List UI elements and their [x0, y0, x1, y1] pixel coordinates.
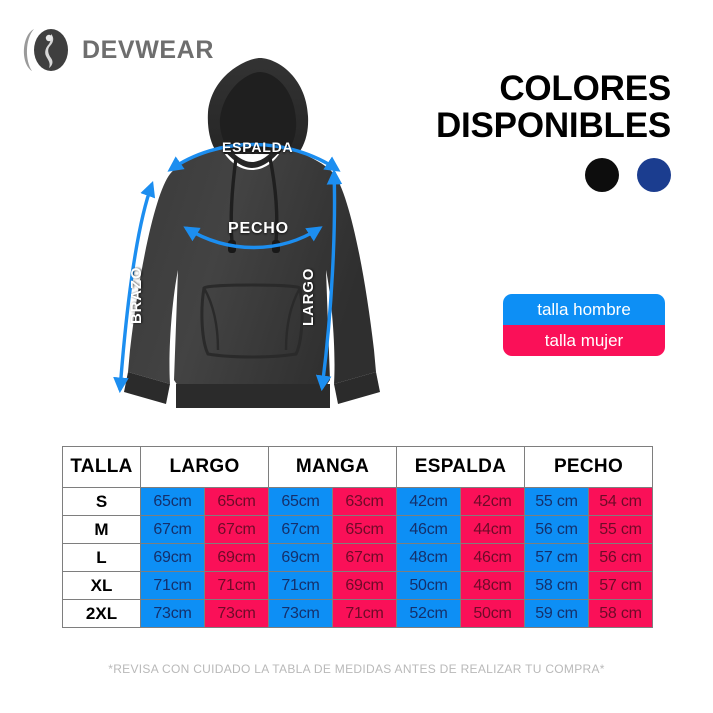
cell-espalda-women: 50cm [460, 599, 525, 628]
cell-espalda-men: 46cm [396, 515, 461, 544]
color-swatch-negro[interactable] [585, 158, 619, 193]
cell-pecho-men: 55 cm [524, 487, 589, 516]
devwear-emblem-icon [18, 25, 76, 75]
brand-name: DEVWEAR [82, 35, 214, 64]
available-colors-panel: COLORES DISPONIBLES [381, 69, 671, 193]
table-row: XL 71cm 71cm 71cm 69cm 50cm 48cm 58 cm 57 cm [62, 571, 653, 600]
cell-largo-women: 69cm [204, 543, 269, 572]
cell-manga-women: 67cm [332, 543, 397, 572]
cell-manga-men: 67cm [268, 515, 333, 544]
cell-pecho-women: 54 cm [588, 487, 653, 516]
color-swatch-list [381, 158, 671, 193]
cell-pecho-men: 59 cm [524, 599, 589, 628]
purchase-warning-note: *REVISA CON CUIDADO LA TABLA DE MEDIDAS … [108, 662, 605, 676]
cell-espalda-women: 42cm [460, 487, 525, 516]
cell-manga-women: 71cm [332, 599, 397, 628]
cell-size-s: S [62, 487, 141, 516]
table-header-row: TALLA LARGO MANGA ESPALDA PECHO [62, 446, 653, 488]
brand-logo: DEVWEAR [18, 24, 218, 76]
cell-pecho-women: 57 cm [588, 571, 653, 600]
cell-manga-women: 63cm [332, 487, 397, 516]
cell-largo-men: 73cm [140, 599, 205, 628]
color-swatch-azul-marino[interactable] [637, 158, 671, 193]
cell-pecho-women: 55 cm [588, 515, 653, 544]
cell-espalda-women: 44cm [460, 515, 525, 544]
cell-manga-men: 69cm [268, 543, 333, 572]
table-row: M 67cm 67cm 67cm 65cm 46cm 44cm 56 cm 55 cm [62, 515, 653, 544]
cell-pecho-men: 58 cm [524, 571, 589, 600]
size-legend: talla hombre talla mujer [503, 294, 665, 356]
cell-largo-women: 67cm [204, 515, 269, 544]
cell-espalda-women: 48cm [460, 571, 525, 600]
hoodie-illustration [108, 50, 398, 422]
cell-manga-men: 73cm [268, 599, 333, 628]
cell-manga-men: 65cm [268, 487, 333, 516]
cell-size-l: L [62, 543, 141, 572]
cell-largo-women: 71cm [204, 571, 269, 600]
cell-espalda-men: 48cm [396, 543, 461, 572]
cell-pecho-men: 56 cm [524, 515, 589, 544]
cell-manga-men: 71cm [268, 571, 333, 600]
cell-largo-men: 71cm [140, 571, 205, 600]
cell-size-xl: XL [62, 571, 141, 600]
table-row: 2XL 73cm 73cm 73cm 71cm 52cm 50cm 59 cm 58 cm [62, 599, 653, 628]
colors-title-line1: COLORES [499, 69, 671, 108]
cell-manga-women: 69cm [332, 571, 397, 600]
legend-men: talla hombre [503, 294, 665, 325]
cell-espalda-men: 50cm [396, 571, 461, 600]
cell-largo-women: 65cm [204, 487, 269, 516]
cell-espalda-men: 42cm [396, 487, 461, 516]
cell-pecho-women: 58 cm [588, 599, 653, 628]
header-manga: MANGA [268, 446, 397, 488]
header-largo: LARGO [140, 446, 269, 488]
legend-women: talla mujer [503, 325, 665, 356]
cell-size-2xl: 2XL [62, 599, 141, 628]
size-chart-table: TALLA LARGO MANGA ESPALDA PECHO S 65cm 65c… [62, 446, 653, 628]
cell-largo-men: 65cm [140, 487, 205, 516]
table-row: L 69cm 69cm 69cm 67cm 48cm 46cm 57 cm 56 cm [62, 543, 653, 572]
cell-espalda-women: 46cm [460, 543, 525, 572]
cell-largo-men: 67cm [140, 515, 205, 544]
cell-largo-men: 69cm [140, 543, 205, 572]
header-pecho: PECHO [524, 446, 653, 488]
cell-espalda-men: 52cm [396, 599, 461, 628]
header-talla: TALLA [62, 446, 141, 488]
cell-pecho-women: 56 cm [588, 543, 653, 572]
colors-title-line2: DISPONIBLES [435, 106, 671, 146]
header-espalda: ESPALDA [396, 446, 525, 488]
cell-size-m: M [62, 515, 141, 544]
table-row: S 65cm 65cm 65cm 63cm 42cm 42cm 55 cm 54 cm [62, 487, 653, 516]
cell-manga-women: 65cm [332, 515, 397, 544]
cell-pecho-men: 57 cm [524, 543, 589, 572]
cell-largo-women: 73cm [204, 599, 269, 628]
